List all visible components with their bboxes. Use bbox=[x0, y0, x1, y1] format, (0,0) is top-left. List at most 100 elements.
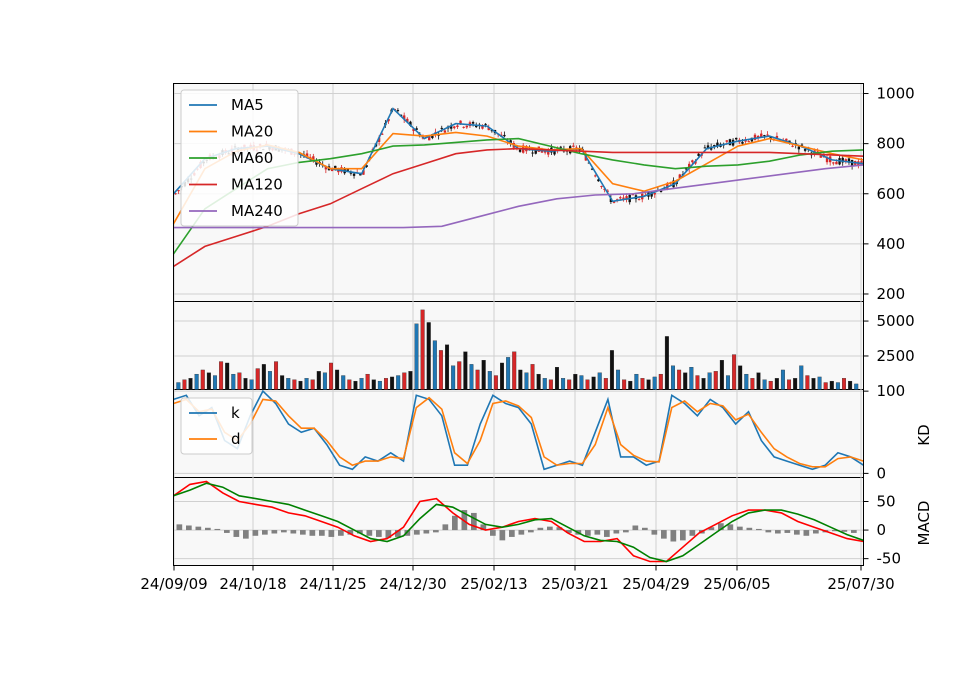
volume-bar bbox=[719, 360, 724, 390]
volume-bar bbox=[316, 371, 321, 390]
macd-hist-bar bbox=[404, 530, 411, 536]
volume-bar bbox=[219, 361, 224, 390]
x-tick-label: 25/04/29 bbox=[622, 575, 689, 593]
volume-bar bbox=[280, 375, 285, 390]
candle-body bbox=[481, 125, 484, 129]
candle-body bbox=[716, 142, 719, 147]
volume-bar bbox=[664, 336, 669, 390]
volume-bar bbox=[689, 367, 694, 390]
volume-bar bbox=[402, 372, 407, 390]
volume-bar bbox=[310, 379, 315, 390]
volume-bar bbox=[725, 375, 730, 390]
candle-body bbox=[453, 126, 456, 129]
candle-body bbox=[622, 197, 625, 199]
macd-hist-bar bbox=[224, 530, 230, 533]
macd-hist-bar bbox=[290, 530, 297, 534]
volume-bar bbox=[640, 378, 645, 390]
price-y-tick-label: 1000 bbox=[877, 85, 915, 103]
volume-bar bbox=[756, 372, 761, 390]
candle-body bbox=[387, 118, 390, 122]
macd-hist-bar bbox=[338, 530, 344, 536]
candle-body bbox=[678, 174, 682, 179]
candle-body bbox=[619, 197, 622, 199]
macd-hist-bar bbox=[784, 530, 791, 533]
candle-body bbox=[785, 138, 788, 141]
candle-body bbox=[340, 167, 343, 172]
macd-hist-bar bbox=[765, 530, 772, 533]
candle-body bbox=[349, 171, 353, 174]
candle-body bbox=[703, 147, 707, 149]
volume-bar bbox=[530, 364, 535, 390]
candle-body bbox=[365, 165, 368, 168]
volume-bar bbox=[322, 372, 327, 390]
volume-bar bbox=[231, 373, 236, 390]
axis-layer: 24/09/09 24/10/18 24/11/25 24/12/30 25/02/13… bbox=[140, 85, 914, 593]
volume-bar bbox=[597, 372, 602, 390]
candle-body bbox=[459, 120, 462, 124]
candle-body bbox=[706, 145, 710, 149]
candle-body bbox=[597, 179, 600, 182]
macd-hist-bar bbox=[480, 524, 487, 531]
x-tick-label: 24/10/18 bbox=[219, 575, 286, 593]
macd-hist-bar bbox=[509, 530, 515, 537]
kd-axis-label: KD bbox=[915, 424, 933, 445]
macd-hist-bar bbox=[243, 530, 249, 539]
macd-hist-bar bbox=[841, 530, 848, 532]
volume-bar bbox=[390, 376, 395, 390]
volume-bar bbox=[768, 380, 773, 390]
candle-body bbox=[534, 148, 537, 154]
candle-body bbox=[816, 151, 819, 153]
candle-body bbox=[609, 198, 613, 203]
candle-body bbox=[766, 134, 769, 136]
x-tick-label: 25/07/30 bbox=[827, 575, 894, 593]
candle-body bbox=[362, 170, 365, 175]
candle-body bbox=[753, 134, 757, 140]
candle-body bbox=[471, 122, 475, 124]
candle-body bbox=[487, 127, 490, 131]
volume-bar bbox=[793, 378, 798, 390]
volume-bar bbox=[799, 365, 804, 390]
volume-bar bbox=[518, 369, 523, 390]
macd-axis-label: MACD bbox=[915, 501, 933, 546]
volume-bar bbox=[762, 379, 767, 390]
macd-hist-bar bbox=[262, 530, 268, 535]
candle-body bbox=[825, 157, 829, 163]
x-tick-label: 25/02/13 bbox=[460, 575, 527, 593]
candle-body bbox=[650, 191, 653, 197]
macd-hist-bar bbox=[423, 530, 430, 534]
macd-hist-bar bbox=[718, 523, 724, 531]
candle-body bbox=[547, 150, 550, 155]
candle-body bbox=[462, 126, 465, 128]
volume-bar bbox=[414, 323, 419, 390]
candle-body bbox=[334, 165, 337, 170]
candle-body bbox=[456, 125, 459, 128]
volume-bar bbox=[426, 322, 431, 390]
volume-bar bbox=[243, 378, 248, 390]
macd-y-tick-label: 0 bbox=[877, 521, 887, 539]
macd-hist-bar bbox=[756, 528, 762, 531]
volume-bar bbox=[603, 378, 608, 390]
macd-hist-bar bbox=[252, 530, 259, 536]
candle-body bbox=[359, 174, 362, 176]
volume-bar bbox=[420, 309, 425, 390]
macd-hist-bar bbox=[547, 526, 553, 531]
macd-hist-bar bbox=[708, 527, 715, 531]
candle-body bbox=[760, 133, 763, 138]
macd-hist-bar bbox=[632, 525, 639, 531]
macd-y-tick-label: -50 bbox=[877, 550, 902, 568]
candle-body bbox=[594, 175, 597, 177]
candle-body bbox=[590, 168, 594, 170]
macd-hist-bar bbox=[727, 524, 734, 531]
candle-body bbox=[431, 134, 434, 139]
volume-bar bbox=[609, 350, 614, 390]
volume-bar bbox=[182, 379, 187, 390]
macd-hist-bar bbox=[604, 530, 610, 537]
candle-body bbox=[835, 161, 838, 165]
candle-body bbox=[174, 193, 177, 195]
candle-body bbox=[666, 183, 669, 189]
legend-label-d: d bbox=[231, 430, 241, 448]
macd-hist-bar bbox=[556, 527, 563, 531]
volume-bar bbox=[732, 354, 737, 390]
